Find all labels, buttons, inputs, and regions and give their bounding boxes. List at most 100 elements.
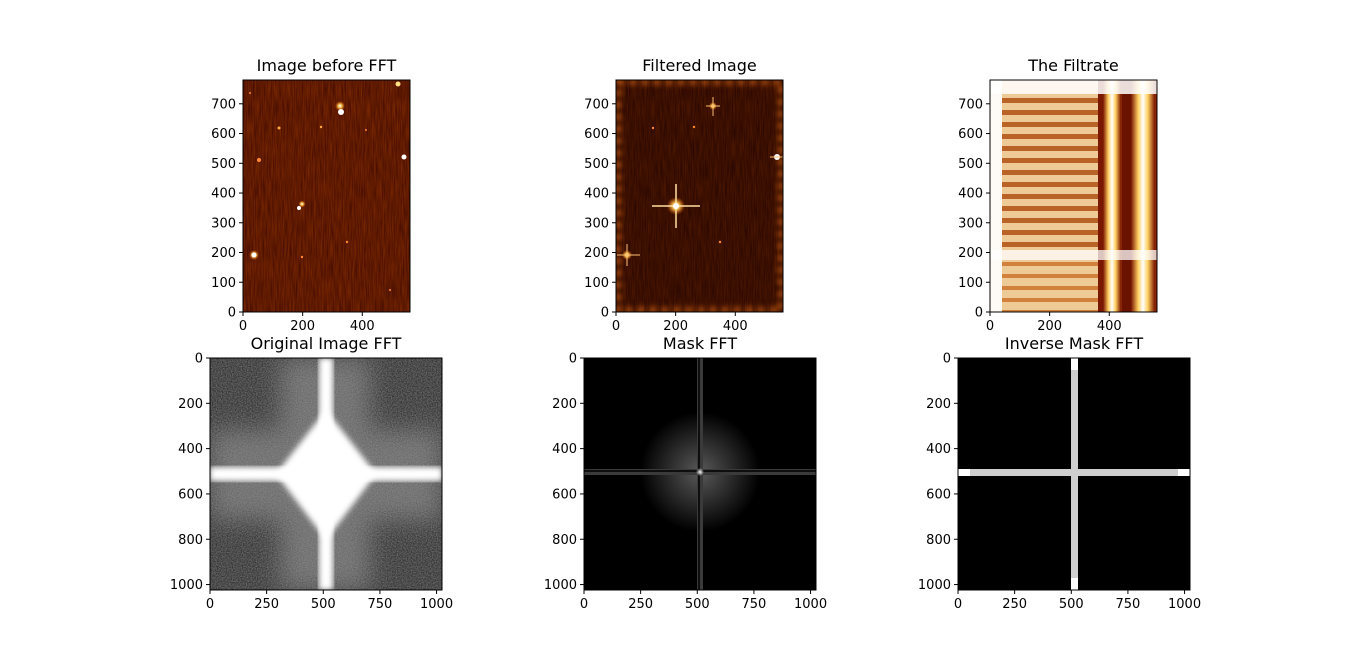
- the-filtrate-xtick-label: 200: [1037, 319, 1062, 334]
- filtered-image-ytick-label: 0: [601, 306, 609, 321]
- filtrate-stripe: [1002, 158, 1098, 163]
- inverse-mask-fft-ytick-label: 200: [926, 397, 951, 412]
- filtered-image-xtick-label: 400: [723, 319, 748, 334]
- panel-mask-fft: [584, 358, 816, 590]
- mask-fft-ytick-label: 400: [552, 442, 577, 457]
- filtrate-stripe: [1002, 110, 1098, 115]
- image-before-fft-title: Image before FFT: [257, 56, 397, 75]
- filtered-image-border-ringing: [616, 80, 783, 312]
- mask-fft-title: Mask FFT: [663, 334, 737, 353]
- filtrate-stripe: [1002, 218, 1098, 223]
- inverse-mask-fft-xtick-label: 1000: [1168, 597, 1201, 612]
- mask-fft-xtick-label: 250: [628, 597, 653, 612]
- mask-fft-center: [696, 468, 704, 476]
- filtrate-stripe: [1002, 98, 1098, 103]
- filtrate-horizontal-stripes: [1002, 98, 1098, 312]
- inverse-mask-fft-ytick-label: 600: [926, 487, 951, 502]
- mask-fft-ytick-label: 0: [569, 352, 577, 367]
- inverse-mask-fft-xtick-label: 250: [1002, 597, 1027, 612]
- mask-fft-ytick-label: 1000: [544, 578, 577, 593]
- filtrate-dark-band-2: [1122, 80, 1132, 312]
- inverse-mask-fft-top-bright: [1071, 358, 1078, 370]
- filtered-image-ytick-label: 600: [584, 127, 609, 142]
- inverse-mask-fft-title: Inverse Mask FFT: [1005, 334, 1143, 353]
- image-before-fft-xtick-label: 400: [350, 319, 375, 334]
- filtrate-stripe: [1002, 274, 1098, 278]
- the-filtrate-ytick-label: 700: [958, 97, 983, 112]
- image-before-fft-frame: [242, 79, 411, 313]
- original-image-fft-ytick-label: 600: [178, 487, 203, 502]
- filtrate-frame: [989, 79, 1158, 313]
- filtrate-stripe: [1002, 286, 1098, 290]
- original-image-fft-xtick-label: 1000: [420, 597, 453, 612]
- image-before-fft-xtick-label: 200: [290, 319, 315, 334]
- panel-the-filtrate: [990, 80, 1157, 312]
- inverse-mask-fft-left-bright: [958, 469, 970, 476]
- original-image-fft-ytick-label: 800: [178, 533, 203, 548]
- image-before-fft-ytick-label: 300: [211, 216, 236, 231]
- original-image-fft-ytick-label: 0: [195, 352, 203, 367]
- inverse-mask-fft-horizontal-line: [958, 469, 1190, 476]
- filtrate-left-edge: [990, 80, 1002, 312]
- filtrate-stripe: [1002, 170, 1098, 175]
- filtered-image-annotations: Filtered Image 0 200 400 0 100 200 300 400 500 600…: [584, 56, 757, 334]
- original-image-fft-xtick-label: 750: [368, 597, 393, 612]
- filtrate-stripe: [1002, 310, 1098, 312]
- filtrate-dark-band-1: [1098, 80, 1106, 312]
- original-image-fft-ytick-label: 1000: [170, 578, 203, 593]
- panel-inverse-mask-fft: [958, 358, 1190, 590]
- filtered-image-ytick-label: 400: [584, 187, 609, 202]
- image-before-fft-ytick-label: 600: [211, 127, 236, 142]
- filtrate-stripe: [1002, 134, 1098, 139]
- the-filtrate-ytick-label: 300: [958, 216, 983, 231]
- the-filtrate-xtick-label: 400: [1097, 319, 1122, 334]
- the-filtrate-xtick-label: 0: [986, 319, 994, 334]
- mask-fft-xtick-label: 0: [580, 597, 588, 612]
- the-filtrate-ytick-label: 500: [958, 157, 983, 172]
- filtrate-stripe: [1002, 230, 1098, 235]
- original-image-fft-xtick-label: 0: [206, 597, 214, 612]
- mask-fft-xtick-label: 1000: [794, 597, 827, 612]
- filtered-image-ytick-label: 200: [584, 246, 609, 261]
- filtrate-stripe: [1002, 242, 1098, 247]
- image-before-fft-noise: [243, 80, 410, 312]
- mask-fft-xtick-label: 500: [685, 597, 710, 612]
- inverse-mask-fft-frame: [957, 357, 1191, 591]
- image-before-fft-ytick-label: 0: [228, 306, 236, 321]
- inverse-mask-fft-xtick-label: 0: [954, 597, 962, 612]
- panel-original-image-fft: [210, 358, 442, 590]
- image-before-fft-ytick-label: 500: [211, 157, 236, 172]
- original-image-fft-ytick-label: 400: [178, 442, 203, 457]
- filtered-image-title: Filtered Image: [642, 56, 756, 75]
- annotations: Image before FFT 0 200 400 0 100 200 300 400 500 6…: [170, 56, 1201, 612]
- filtered-image-stars: [617, 97, 783, 266]
- original-fft-frame: [209, 357, 443, 591]
- filtrate-stripe: [1002, 182, 1098, 187]
- filtered-image-ytick-label: 300: [584, 216, 609, 231]
- inverse-mask-fft-ytick-label: 400: [926, 442, 951, 457]
- mask-fft-ytick-label: 200: [552, 397, 577, 412]
- filtrate-stripe: [1002, 146, 1098, 151]
- original-image-fft-ytick-label: 200: [178, 397, 203, 412]
- inverse-mask-fft-right-bright: [1178, 469, 1190, 476]
- filtrate-bright-band-2: [1131, 80, 1155, 312]
- image-before-fft-annotations: Image before FFT 0 200 400 0 100 200 300 400 500 6…: [211, 56, 396, 334]
- image-before-fft-stars: [249, 81, 407, 291]
- inverse-mask-fft-ytick-label: 0: [943, 352, 951, 367]
- mask-fft-xtick-label: 750: [742, 597, 767, 612]
- filtered-image-ytick-label: 100: [584, 276, 609, 291]
- mask-fft-frame: [583, 357, 817, 591]
- original-image-fft-xtick-label: 500: [311, 597, 336, 612]
- inverse-mask-fft-xtick-label: 500: [1059, 597, 1084, 612]
- inverse-mask-fft-xtick-label: 750: [1116, 597, 1141, 612]
- inverse-mask-fft-ytick-label: 1000: [918, 578, 951, 593]
- mask-fft-ytick-label: 600: [552, 487, 577, 502]
- mask-fft-ytick-label: 800: [552, 533, 577, 548]
- original-image-fft-title: Original Image FFT: [251, 334, 402, 353]
- filtered-image-xtick-label: 0: [612, 319, 620, 334]
- image-before-fft-ytick-label: 700: [211, 97, 236, 112]
- original-image-fft-xtick-label: 250: [254, 597, 279, 612]
